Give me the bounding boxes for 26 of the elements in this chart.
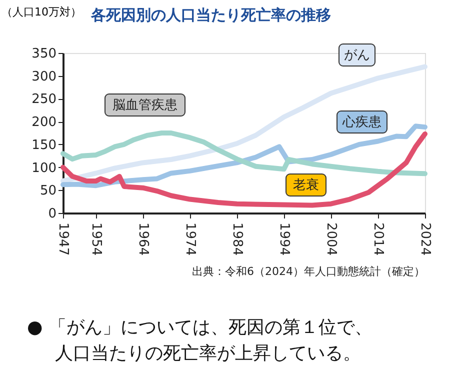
x-tick-label: 2014 <box>370 222 386 256</box>
y-tick-label: 200 <box>32 115 56 130</box>
y-tick-label: 0 <box>48 206 56 222</box>
y-tick-label: 350 <box>32 46 56 62</box>
series-label: 老衰 <box>293 177 319 193</box>
x-tick-label: 1954 <box>88 222 104 256</box>
x-tick-label: 1984 <box>229 222 244 256</box>
y-tick-label: 250 <box>32 92 56 108</box>
series-label: がん <box>344 48 370 63</box>
x-tick-label: 1947 <box>56 222 70 256</box>
text: 人口当たりの死亡率が上昇している。 <box>55 343 361 364</box>
series-label: 脳血管疾患 <box>112 98 178 113</box>
x-tick-label: 2024 <box>418 222 432 256</box>
chart-title: 各死因別の人口当たり死亡率の推移 <box>90 6 331 24</box>
x-tick-label: 1964 <box>135 222 150 256</box>
x-tick-label: 2004 <box>323 222 338 256</box>
text: ● 「がん」については、死因の第１位で、 <box>27 317 372 338</box>
y-axis-title: （人口10万対） <box>2 6 82 18</box>
y-tick-label: 150 <box>32 138 56 153</box>
series-label: 心疾患 <box>342 114 382 130</box>
x-tick-label: 1974 <box>182 222 198 256</box>
y-tick-label: 50 <box>40 184 56 199</box>
source-note: 出典：令和6（2024）年人口動態統計（確定） <box>192 265 425 278</box>
y-tick-label: 100 <box>32 160 56 176</box>
y-tick-label: 300 <box>32 69 56 84</box>
x-tick-label: 1994 <box>276 222 292 256</box>
